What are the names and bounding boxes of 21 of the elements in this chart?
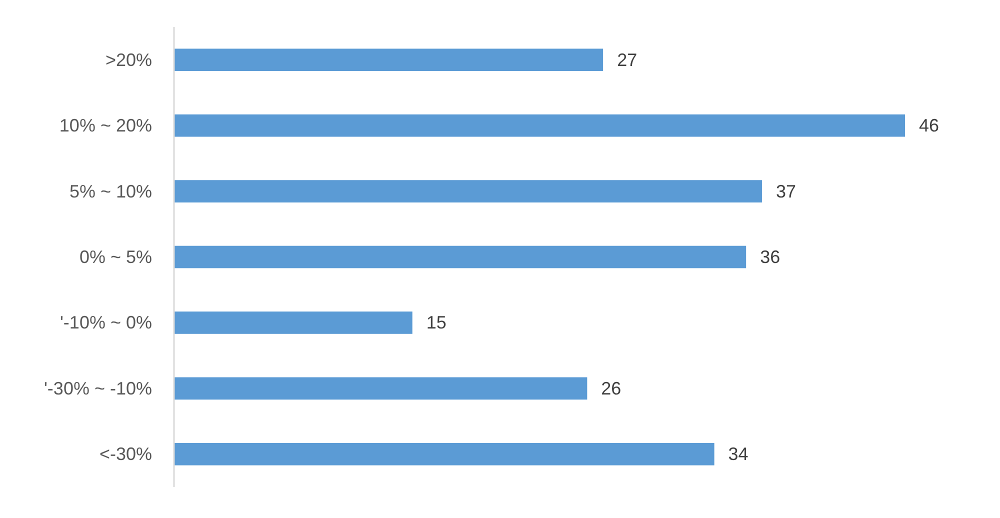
y-tick-label: 0% ~ 5%	[79, 247, 152, 267]
data-label: 36	[760, 247, 780, 267]
bar	[174, 312, 412, 334]
y-tick-label: 5% ~ 10%	[69, 181, 152, 202]
data-label: 27	[617, 50, 638, 70]
data-label: 46	[919, 116, 940, 136]
data-label: 34	[728, 444, 748, 464]
data-label: 37	[776, 181, 796, 202]
bar	[174, 48, 604, 72]
y-tick-label: >20%	[105, 50, 152, 70]
bar	[174, 180, 762, 202]
data-label: 26	[601, 378, 622, 398]
y-tick-label: 10% ~ 20%	[59, 116, 152, 136]
bar	[174, 377, 588, 400]
bar	[174, 114, 905, 137]
bar	[174, 442, 714, 466]
data-label: 15	[426, 312, 446, 333]
bar	[174, 246, 746, 268]
y-tick-label: <-30%	[99, 444, 152, 464]
y-tick-label: '-10% ~ 0%	[60, 312, 152, 333]
y-tick-label: '-30% ~ -10%	[44, 378, 152, 398]
